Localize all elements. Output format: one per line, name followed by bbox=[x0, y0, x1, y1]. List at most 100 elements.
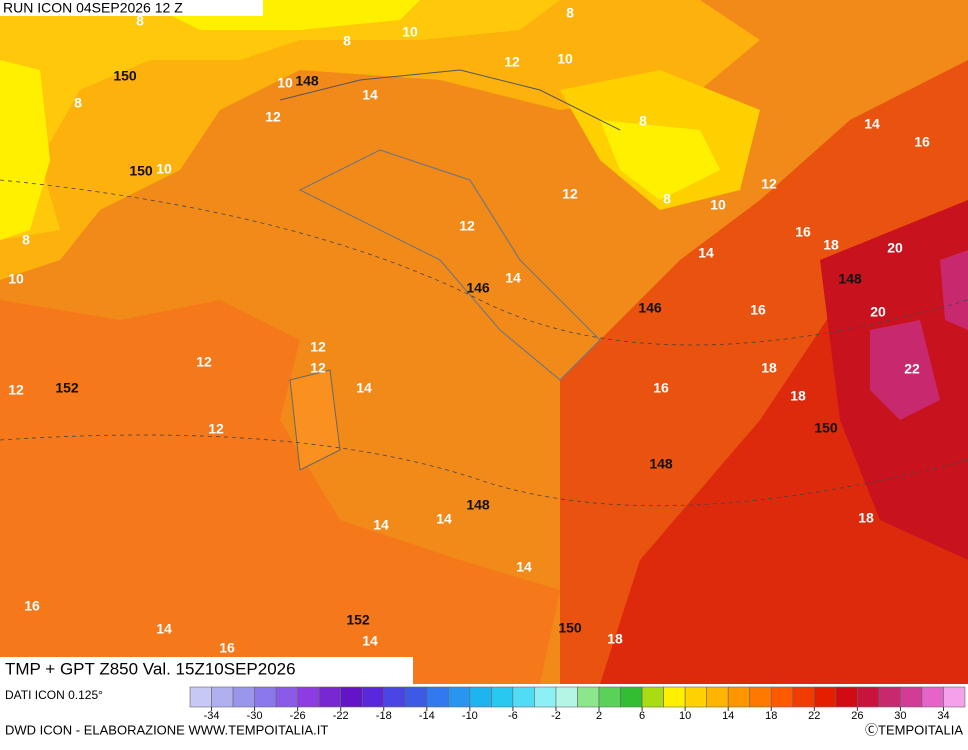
color-swatch bbox=[297, 686, 320, 708]
color-tick-label: 10 bbox=[679, 710, 691, 722]
color-swatch bbox=[641, 686, 664, 708]
color-swatch bbox=[792, 686, 815, 708]
temperature-label: 14 bbox=[698, 245, 714, 261]
color-swatch bbox=[361, 686, 385, 708]
color-swatch bbox=[232, 686, 255, 708]
color-swatch bbox=[770, 686, 794, 708]
temperature-label: 18 bbox=[761, 360, 777, 376]
temperature-label: 12 bbox=[562, 186, 578, 202]
color-swatch bbox=[555, 686, 578, 708]
color-tick-label: -22 bbox=[333, 710, 349, 722]
temperature-label: 16 bbox=[795, 224, 811, 240]
temperature-label: 12 bbox=[208, 421, 224, 437]
color-tick-label: 26 bbox=[851, 710, 863, 722]
color-swatch bbox=[189, 686, 212, 708]
color-tick-label: -26 bbox=[290, 710, 306, 722]
height-label: 150 bbox=[558, 620, 582, 636]
color-swatch bbox=[383, 686, 406, 708]
color-tick-label: -18 bbox=[376, 710, 392, 722]
run-label: RUN ICON 04SEP2026 12 Z bbox=[3, 0, 183, 16]
temperature-label: 14 bbox=[505, 270, 521, 286]
color-swatch bbox=[404, 686, 428, 708]
temperature-label: 12 bbox=[310, 360, 326, 376]
temperature-label: 18 bbox=[607, 631, 623, 647]
color-swatch bbox=[706, 686, 729, 708]
temperature-label: 12 bbox=[459, 218, 475, 234]
color-swatch bbox=[749, 686, 772, 708]
temperature-label: 18 bbox=[858, 510, 874, 526]
temperature-label: 8 bbox=[566, 5, 574, 21]
color-swatch bbox=[900, 686, 923, 708]
height-label: 148 bbox=[649, 456, 673, 472]
source-label: DATI ICON 0.125° bbox=[5, 688, 103, 702]
temperature-label: 14 bbox=[362, 633, 378, 649]
temperature-label: 16 bbox=[219, 640, 235, 656]
temperature-label: 12 bbox=[265, 109, 281, 125]
temperature-label: 12 bbox=[310, 339, 326, 355]
height-label: 146 bbox=[466, 280, 490, 296]
temperature-label: 22 bbox=[904, 361, 920, 377]
temperature-label: 10 bbox=[557, 51, 573, 67]
temperature-label: 10 bbox=[710, 197, 726, 213]
color-swatch bbox=[275, 686, 298, 708]
color-swatch bbox=[534, 686, 557, 708]
temperature-label: 14 bbox=[373, 517, 389, 533]
temperature-label: 10 bbox=[402, 24, 418, 40]
map-background bbox=[0, 0, 968, 684]
color-tick-label: 18 bbox=[765, 710, 777, 722]
color-swatch bbox=[835, 686, 858, 708]
color-tick-label: -14 bbox=[419, 710, 435, 722]
color-bar: -34 -30 -26 -22 -18 -14 -10 -6 -2 2 6 10 14 18 22 26 30 3… bbox=[189, 686, 966, 722]
temperature-label: 16 bbox=[914, 134, 930, 150]
temperature-label: 8 bbox=[639, 113, 647, 129]
color-tick-label: -30 bbox=[247, 710, 263, 722]
color-swatch bbox=[426, 686, 449, 708]
color-tick-label: 30 bbox=[894, 710, 906, 722]
temperature-label: 12 bbox=[196, 354, 212, 370]
temperature-label: 14 bbox=[436, 511, 452, 527]
temperature-label: 10 bbox=[156, 161, 172, 177]
height-label: 148 bbox=[838, 271, 862, 287]
header-box bbox=[0, 0, 263, 16]
temperature-label: 8 bbox=[343, 33, 351, 49]
temperature-label: 16 bbox=[653, 380, 669, 396]
temperature-label: 16 bbox=[750, 302, 766, 318]
temperature-label: 20 bbox=[887, 240, 903, 256]
height-label: 152 bbox=[55, 380, 79, 396]
temperature-label: 14 bbox=[362, 87, 378, 103]
credit: DWD ICON - ELABORAZIONE WWW.TEMPOITALIA.… bbox=[5, 722, 328, 737]
temperature-label: 18 bbox=[823, 237, 839, 253]
color-tick-label: -2 bbox=[551, 710, 561, 722]
temperature-label: 8 bbox=[136, 13, 144, 29]
temperature-label: 18 bbox=[790, 388, 806, 404]
color-swatch bbox=[577, 686, 600, 708]
temperature-label: 10 bbox=[8, 271, 24, 287]
temperature-label: 12 bbox=[504, 54, 520, 70]
height-label: 152 bbox=[346, 612, 370, 628]
color-swatch bbox=[727, 686, 751, 708]
temperature-label: 14 bbox=[864, 116, 880, 132]
color-swatch bbox=[318, 686, 341, 708]
color-swatch bbox=[857, 686, 880, 708]
color-swatch bbox=[663, 686, 686, 708]
height-label: 148 bbox=[295, 73, 319, 89]
color-tick-label: 2 bbox=[596, 710, 602, 722]
color-swatch bbox=[814, 686, 837, 708]
temperature-label: 8 bbox=[22, 232, 30, 248]
height-label: 150 bbox=[814, 420, 838, 436]
color-swatch bbox=[469, 686, 492, 708]
color-swatch bbox=[684, 686, 707, 708]
color-tick-label: 6 bbox=[639, 710, 645, 722]
color-tick-label: -34 bbox=[204, 710, 220, 722]
temperature-label: 14 bbox=[156, 621, 172, 637]
copyright: ⒸTEMPOITALIA bbox=[865, 722, 963, 737]
color-tick-label: -10 bbox=[462, 710, 478, 722]
height-label: 150 bbox=[113, 68, 137, 84]
temperature-label: 20 bbox=[870, 304, 886, 320]
color-swatch bbox=[512, 686, 535, 708]
color-tick-label: -6 bbox=[508, 710, 518, 722]
color-swatch bbox=[878, 686, 901, 708]
height-label: 150 bbox=[129, 163, 153, 179]
